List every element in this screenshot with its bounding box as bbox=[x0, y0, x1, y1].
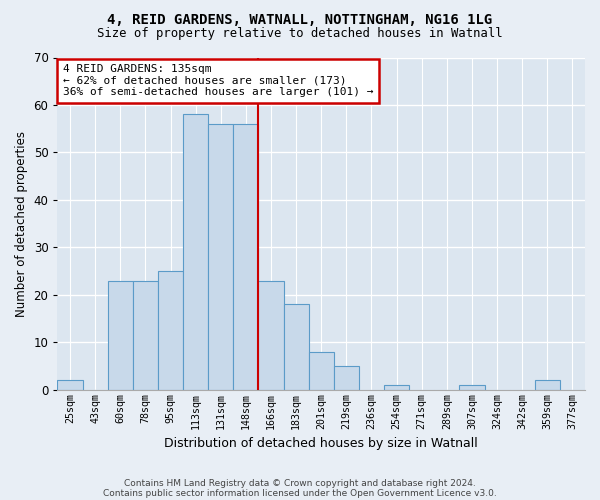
Bar bbox=[208, 124, 233, 390]
Bar bbox=[108, 280, 133, 390]
Bar bbox=[308, 352, 334, 390]
Text: 4 REID GARDENS: 135sqm
← 62% of detached houses are smaller (173)
36% of semi-de: 4 REID GARDENS: 135sqm ← 62% of detached… bbox=[63, 64, 373, 98]
Bar bbox=[384, 385, 409, 390]
Bar bbox=[460, 385, 485, 390]
Bar bbox=[535, 380, 560, 390]
Text: Contains HM Land Registry data © Crown copyright and database right 2024.: Contains HM Land Registry data © Crown c… bbox=[124, 478, 476, 488]
Bar bbox=[259, 280, 284, 390]
X-axis label: Distribution of detached houses by size in Watnall: Distribution of detached houses by size … bbox=[164, 437, 478, 450]
Bar bbox=[58, 380, 83, 390]
Bar bbox=[284, 304, 308, 390]
Bar bbox=[233, 124, 259, 390]
Text: Contains public sector information licensed under the Open Government Licence v3: Contains public sector information licen… bbox=[103, 488, 497, 498]
Bar bbox=[133, 280, 158, 390]
Text: Size of property relative to detached houses in Watnall: Size of property relative to detached ho… bbox=[97, 28, 503, 40]
Y-axis label: Number of detached properties: Number of detached properties bbox=[15, 130, 28, 316]
Text: 4, REID GARDENS, WATNALL, NOTTINGHAM, NG16 1LG: 4, REID GARDENS, WATNALL, NOTTINGHAM, NG… bbox=[107, 12, 493, 26]
Bar bbox=[334, 366, 359, 390]
Bar bbox=[158, 271, 183, 390]
Bar bbox=[183, 114, 208, 390]
